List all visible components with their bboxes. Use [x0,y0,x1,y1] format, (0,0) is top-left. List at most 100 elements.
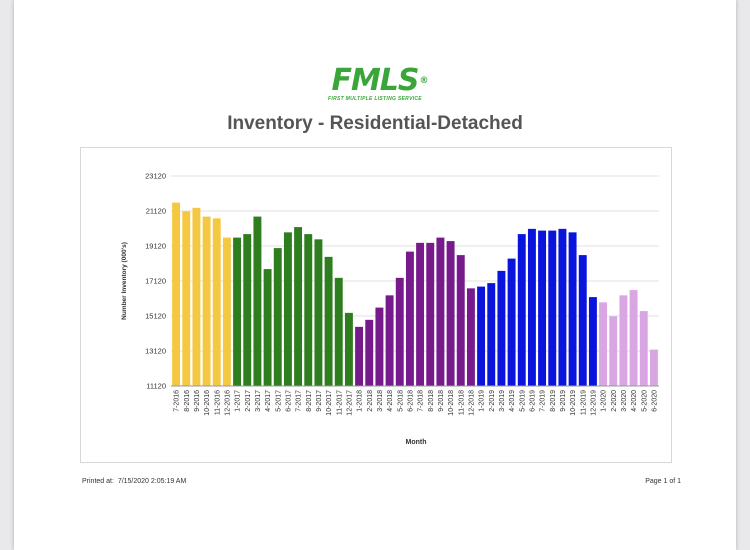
inventory-bar-chart: 11120 13120 15120 17120 19120 21120 23120 7-201… [121,172,659,446]
y-tick-label: 23120 [145,172,166,181]
report-title: Inventory - Residential-Detached [227,113,523,134]
x-tick-label: 8-2017 [306,390,313,412]
x-tick-label: 4-2018 [387,390,394,412]
bar-1-2019 [477,286,486,386]
bar-11-2019 [578,255,587,386]
registered-mark: ® [419,76,429,86]
x-tick-label: 9-2018 [438,390,445,412]
x-tick-label: 8-2018 [428,390,435,412]
logo-wordmark: FMLS [331,63,419,98]
x-tick-label: 12-2018 [468,390,475,416]
bar-7-2018 [416,242,425,386]
bar-9-2017 [314,239,323,386]
bar-9-2018 [436,237,445,386]
fmls-logo: FMLS ® FIRST MULTIPLE LISTING SERVICE [14,63,736,103]
bar-11-2017 [334,277,343,386]
x-tick-label: 5-2019 [519,390,526,412]
x-tick-label: 9-2017 [316,390,323,412]
bar-11-2016 [212,218,221,386]
x-tick-label: 6-2019 [529,390,536,412]
bar-4-2020 [629,290,638,386]
bar-2-2018 [365,319,374,386]
bar-3-2019 [497,270,506,386]
bar-1-2018 [355,326,364,386]
bar-8-2019 [548,230,557,386]
bar-10-2018 [446,241,455,386]
printed-at-value: 7/15/2020 2:05:19 AM [117,478,187,485]
bar-5-2019 [517,234,526,386]
x-tick-label: 10-2017 [326,390,333,416]
bar-8-2016 [182,211,191,386]
bar-8-2018 [426,242,435,386]
x-tick-label: 8-2016 [184,390,191,412]
x-tick-label: 5-2018 [397,390,404,412]
x-tick-label: 2-2018 [367,390,374,412]
bar-5-2017 [273,248,282,386]
report-page: FMLS ® FIRST MULTIPLE LISTING SERVICE In… [14,0,736,550]
x-tick-label: 6-2017 [285,390,292,412]
x-tick-label: 10-2019 [570,390,577,416]
bar-4-2017 [263,269,272,386]
x-tick-label: 5-2020 [641,390,648,412]
bar-12-2018 [466,288,475,386]
x-tick-label: 7-2019 [540,390,547,412]
y-tick-label: 21120 [146,207,166,216]
x-tick-label: 7-2016 [174,390,181,412]
x-tick-label: 2-2019 [489,390,496,412]
bar-7-2019 [538,230,547,386]
x-tick-label: 11-2016 [214,390,221,415]
bar-8-2017 [304,234,313,386]
bar-9-2019 [558,228,567,386]
bar-12-2016 [222,237,231,386]
x-tick-label: 3-2019 [499,390,506,412]
bar-5-2020 [639,311,648,386]
bar-7-2017 [294,227,303,386]
x-tick-label: 11-2018 [458,390,465,415]
x-tick-label: 4-2017 [265,390,272,412]
x-tick-label: 12-2016 [224,390,231,416]
bar-1-2017 [233,237,242,386]
bar-9-2016 [192,207,201,386]
x-tick-label: 7-2018 [418,390,425,412]
bar-10-2017 [324,256,333,386]
x-tick-label: 2-2020 [611,390,618,412]
x-tick-label: 1-2018 [357,390,364,412]
x-tick-label: 10-2018 [448,390,455,416]
x-tick-label: 1-2019 [479,390,486,412]
x-tick-label: 11-2019 [580,390,587,415]
bar-12-2017 [344,312,353,386]
y-tick-label: 13120 [145,347,166,356]
x-tick-label: 8-2019 [550,390,557,412]
bar-4-2019 [507,258,516,386]
x-tick-label: 5-2017 [275,390,282,412]
x-tick-label: 12-2019 [590,390,597,416]
bar-10-2016 [202,216,211,386]
chart-frame: 11120 13120 15120 17120 19120 21120 23120 7-201… [80,147,672,463]
bar-3-2018 [375,307,384,386]
x-tick-label: 3-2017 [255,390,262,412]
bar-2-2019 [487,283,496,386]
printed-at-label: Printed at: [82,478,114,485]
x-tick-label: 4-2019 [509,390,516,412]
bar-6-2019 [527,228,536,386]
bar-6-2017 [283,232,292,386]
x-tick-label: 12-2017 [346,390,353,416]
bar-4-2018 [385,295,394,386]
x-tick-label: 9-2019 [560,390,567,412]
y-tick-label: 15120 [145,312,166,321]
x-tick-label: 10-2016 [204,390,211,416]
x-tick-label: 6-2020 [651,390,658,412]
bar-10-2019 [568,232,577,386]
x-tick-label: 3-2018 [377,390,384,412]
page-number: Page 1 of 1 [645,478,681,485]
x-axis-title: Month [406,439,427,446]
x-tick-label: 2-2017 [245,390,252,412]
logo-tagline: FIRST MULTIPLE LISTING SERVICE [328,96,422,102]
bar-2-2020 [609,316,618,386]
printed-at: Printed at: 7/15/2020 2:05:19 AM [82,478,186,485]
bar-1-2020 [599,302,608,386]
bar-5-2018 [395,277,404,386]
bar-3-2017 [253,216,262,386]
x-tick-label: 3-2020 [621,390,628,412]
x-tick-label: 7-2017 [296,390,303,412]
